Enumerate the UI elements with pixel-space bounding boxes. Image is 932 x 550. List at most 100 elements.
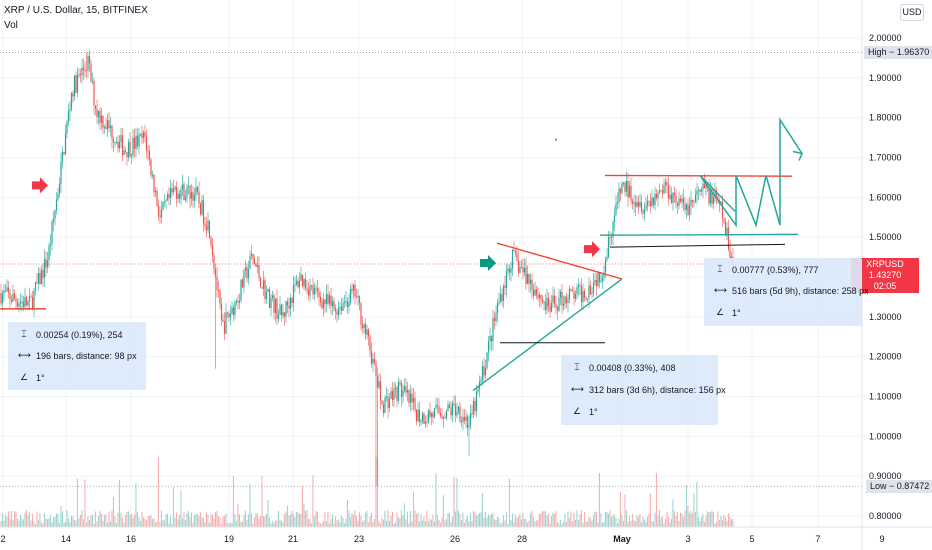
candle-body (564, 296, 566, 305)
candle-body (168, 194, 170, 199)
volume-bar (6, 516, 8, 527)
candle-body (151, 174, 154, 176)
candle-body (183, 184, 185, 201)
volume-bar (729, 516, 731, 527)
candle-body (103, 126, 106, 128)
candle-body (190, 192, 193, 199)
volume-bar (562, 521, 564, 527)
candle-body (451, 403, 454, 416)
candle-body (229, 313, 232, 318)
volume-bar (366, 511, 368, 527)
volume-bar (27, 515, 29, 527)
measure-bars-distance: 196 bars, distance: 98 px (36, 350, 137, 361)
volume-bar (189, 517, 191, 527)
candle-body (517, 260, 520, 273)
volume-bar (277, 510, 279, 527)
candle-body (355, 296, 358, 298)
candle-body (222, 319, 224, 322)
volume-bar (232, 475, 234, 527)
candle-body (693, 201, 695, 203)
volume-bar (4, 514, 6, 527)
volume-bar (684, 510, 686, 527)
volume-bar (34, 523, 36, 527)
volume-bar (40, 522, 42, 527)
volume-bar (231, 522, 233, 527)
candle-body (537, 294, 539, 299)
volume-bar (435, 473, 437, 527)
candle-body (132, 137, 134, 155)
volume-bar (619, 491, 621, 527)
volume-bar (171, 523, 173, 527)
volume-bar (697, 517, 699, 527)
candle-body (178, 193, 181, 199)
candle-body (436, 405, 439, 407)
volume-bar (502, 515, 504, 527)
candle-body (634, 202, 637, 207)
candle-body (217, 290, 220, 292)
candle-body (391, 391, 394, 401)
candle-body (45, 259, 47, 268)
volume-bar (498, 517, 500, 527)
volume-bar (327, 512, 329, 527)
volume-bar (568, 517, 570, 527)
candle-body (288, 305, 290, 309)
candle-body (240, 279, 242, 301)
volume-bar (384, 510, 386, 527)
candle-body (724, 221, 727, 235)
candle-body (153, 174, 155, 193)
volume-bar (723, 514, 725, 527)
candle-body (582, 291, 584, 303)
volume-bar (442, 495, 444, 527)
candle-body (4, 290, 7, 292)
measure-box-2[interactable]: ⌶ 0.00408 (0.33%), 408 ⟷ 312 bars (3d 6h),… (561, 355, 726, 425)
low-price-tag: Low − 0.87472 (866, 480, 932, 493)
candle-body (67, 111, 70, 122)
candle-body (507, 268, 509, 271)
volume-bar (45, 518, 47, 527)
price-tick-label: 0.80000 (869, 511, 902, 521)
candle-body (328, 295, 331, 304)
volume-bar (406, 511, 408, 527)
candle-body (318, 291, 320, 297)
volume-bar (714, 523, 716, 527)
candle-body (304, 278, 307, 289)
candle-body (630, 185, 632, 201)
candle-body (535, 289, 538, 295)
volume-bar (607, 513, 609, 527)
time-tick-label: 19 (224, 534, 234, 544)
volume-bar (70, 515, 72, 527)
volume-bar (589, 517, 591, 527)
candle-body (214, 268, 217, 277)
candle-body (175, 186, 178, 199)
volume-bar (73, 519, 75, 527)
candle-body (99, 110, 101, 123)
volume-bar (651, 521, 653, 527)
volume-bar (153, 518, 155, 527)
volume-bar (255, 513, 257, 527)
volume-bar (349, 517, 351, 527)
measure-box-1[interactable]: ⌶ 0.00254 (0.19%), 254 ⟷ 196 bars, distanc… (8, 322, 146, 390)
price-tick-label: 0.90000 (869, 471, 902, 481)
candle-body (61, 152, 64, 162)
measure-box-3[interactable]: ⌶ 0.00777 (0.53%), 777 ⟷ 516 bars (5d 9h),… (704, 258, 869, 326)
symbol-title[interactable]: XRP / U.S. Dollar, 15, BITFINEX (4, 5, 148, 16)
candle-body (555, 303, 557, 308)
volume-bar (279, 520, 281, 527)
candle-body (682, 198, 685, 204)
candle-body (424, 421, 427, 424)
volume-indicator-label[interactable]: Vol (4, 20, 18, 31)
volume-bar (295, 511, 297, 527)
volume-bar (601, 522, 603, 527)
volume-bar (433, 521, 435, 527)
candle-body (135, 135, 137, 149)
volume-bar (570, 511, 572, 527)
volume-bar (324, 512, 326, 527)
currency-button[interactable]: USD (900, 4, 924, 21)
volume-bar (399, 518, 401, 527)
volume-bar (513, 522, 515, 527)
volume-bar (420, 514, 422, 527)
candle-body (483, 366, 485, 376)
candle-body (373, 358, 376, 363)
candle-body (187, 185, 190, 187)
